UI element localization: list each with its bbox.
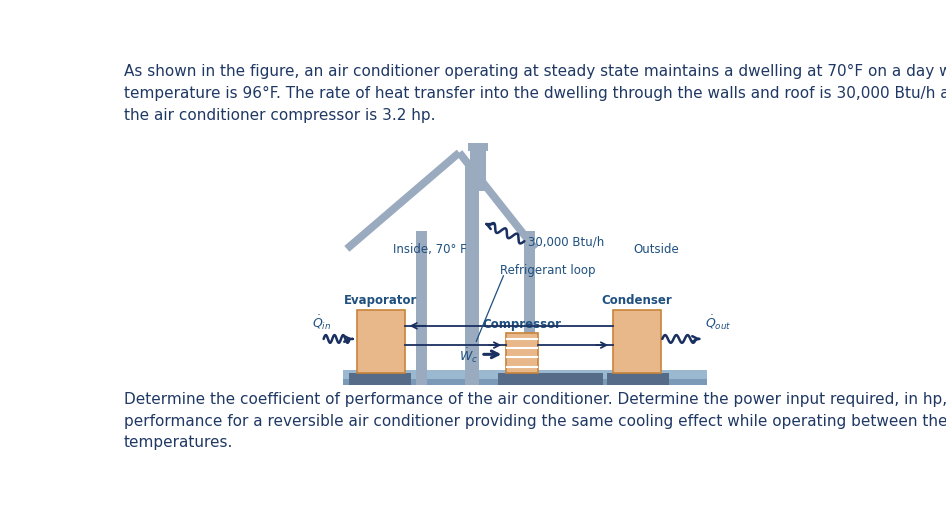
- FancyBboxPatch shape: [467, 144, 488, 152]
- Text: Inside, 70° F: Inside, 70° F: [394, 243, 467, 256]
- FancyBboxPatch shape: [498, 373, 603, 385]
- Polygon shape: [456, 151, 538, 252]
- Text: Refrigerant loop: Refrigerant loop: [499, 263, 595, 276]
- Text: As shown in the figure, an air conditioner operating at steady state maintains a: As shown in the figure, an air condition…: [124, 64, 946, 122]
- FancyBboxPatch shape: [343, 370, 708, 385]
- FancyBboxPatch shape: [606, 373, 669, 385]
- FancyBboxPatch shape: [357, 310, 405, 373]
- Text: Evaporator: Evaporator: [344, 293, 418, 306]
- Text: $\dot{Q}_{out}$: $\dot{Q}_{out}$: [705, 313, 731, 331]
- Text: $\dot{W}_{c}$: $\dot{W}_{c}$: [460, 345, 479, 364]
- FancyBboxPatch shape: [349, 373, 412, 385]
- Text: Determine the coefficient of performance of the air conditioner. Determine the p: Determine the coefficient of performance…: [124, 391, 946, 449]
- FancyBboxPatch shape: [416, 232, 427, 385]
- FancyBboxPatch shape: [465, 162, 480, 385]
- FancyBboxPatch shape: [506, 333, 538, 373]
- Text: Compressor: Compressor: [482, 317, 562, 330]
- Text: $\dot{Q}_{in}$: $\dot{Q}_{in}$: [312, 313, 332, 331]
- Text: 30,000 Btu/h: 30,000 Btu/h: [528, 235, 604, 248]
- Polygon shape: [344, 150, 462, 252]
- FancyBboxPatch shape: [470, 146, 485, 192]
- Text: Condenser: Condenser: [602, 293, 672, 306]
- Text: Outside: Outside: [634, 243, 679, 256]
- FancyBboxPatch shape: [343, 370, 708, 379]
- FancyBboxPatch shape: [613, 310, 660, 373]
- FancyBboxPatch shape: [524, 232, 535, 385]
